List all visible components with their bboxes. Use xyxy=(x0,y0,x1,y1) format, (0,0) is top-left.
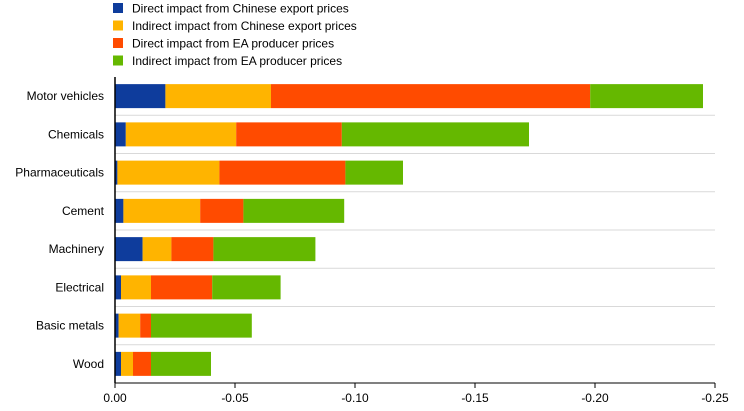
bar-machinery-series-4 xyxy=(213,237,316,262)
bar-motor-vehicles-series-2 xyxy=(165,84,271,109)
bar-wood-series-3 xyxy=(133,351,151,376)
x-tick-label: -0.05 xyxy=(221,391,249,405)
x-tick-label: -0.25 xyxy=(701,391,729,405)
bar-motor-vehicles-series-4 xyxy=(590,84,703,109)
bar-basic-metals-series-2 xyxy=(118,313,141,338)
bar-wood-series-1 xyxy=(115,351,121,376)
bar-chemicals-series-2 xyxy=(125,122,237,147)
legend-swatch-4 xyxy=(113,55,123,66)
bar-machinery-series-1 xyxy=(115,237,143,262)
axes xyxy=(114,77,716,388)
bar-electrical-series-3 xyxy=(151,275,213,300)
category-label: Cement xyxy=(62,204,105,218)
category-label: Basic metals xyxy=(36,319,104,333)
x-tick-label: -0.20 xyxy=(581,391,609,405)
legend-label-4: Indirect impact from EA producer prices xyxy=(132,54,342,68)
bar-cement-series-4 xyxy=(243,198,345,223)
category-labels: Motor vehicles Chemicals Pharmaceuticals Ce… xyxy=(15,89,104,371)
legend-label-1: Direct impact from Chinese export prices xyxy=(132,2,349,16)
bar-machinery-series-2 xyxy=(142,237,172,262)
bar-electrical-series-1 xyxy=(115,275,121,300)
bar-chemicals-series-3 xyxy=(236,122,342,147)
category-label: Machinery xyxy=(49,242,104,256)
category-label: Pharmaceuticals xyxy=(15,166,104,180)
bar-cement-series-3 xyxy=(200,198,244,223)
bar-cement-series-1 xyxy=(115,198,124,223)
bar-wood-series-4 xyxy=(151,351,211,376)
category-label: Electrical xyxy=(55,280,104,294)
legend-label-2: Indirect impact from Chinese export pric… xyxy=(132,19,357,33)
bar-wood-series-2 xyxy=(121,351,133,376)
bar-electrical-series-4 xyxy=(212,275,281,300)
bar-chemicals-series-1 xyxy=(115,122,126,147)
bar-pharmaceuticals-series-4 xyxy=(345,160,403,185)
bar-pharmaceuticals-series-1 xyxy=(115,160,118,185)
bar-pharmaceuticals-series-3 xyxy=(219,160,346,185)
x-tick-labels: 0.00 -0.05 -0.10 -0.15 -0.20 -0.25 xyxy=(103,391,729,405)
category-label: Chemicals xyxy=(48,127,104,141)
legend-swatch-2 xyxy=(113,20,123,31)
bar-chemicals-series-4 xyxy=(341,122,529,147)
legend-label-3: Direct impact from EA producer prices xyxy=(132,37,334,51)
legend: Direct impact from Chinese export prices… xyxy=(113,2,357,68)
bar-machinery-series-3 xyxy=(171,237,214,262)
bar-basic-metals-series-1 xyxy=(115,313,119,338)
category-label: Motor vehicles xyxy=(27,89,104,103)
bars xyxy=(115,84,703,376)
category-separators xyxy=(115,114,715,346)
bar-basic-metals-series-3 xyxy=(140,313,151,338)
legend-swatch-3 xyxy=(113,38,123,48)
legend-swatch-1 xyxy=(113,3,123,13)
bar-basic-metals-series-4 xyxy=(151,313,252,338)
x-tick-label: -0.15 xyxy=(461,391,489,405)
bar-cement-series-2 xyxy=(123,198,201,223)
bar-pharmaceuticals-series-2 xyxy=(117,160,220,185)
bar-motor-vehicles-series-1 xyxy=(115,84,166,109)
bar-motor-vehicles-series-3 xyxy=(271,84,591,109)
category-label: Wood xyxy=(73,357,104,371)
x-tick-label: -0.10 xyxy=(341,391,369,405)
bar-electrical-series-2 xyxy=(121,275,151,300)
x-tick-label: 0.00 xyxy=(103,391,127,405)
